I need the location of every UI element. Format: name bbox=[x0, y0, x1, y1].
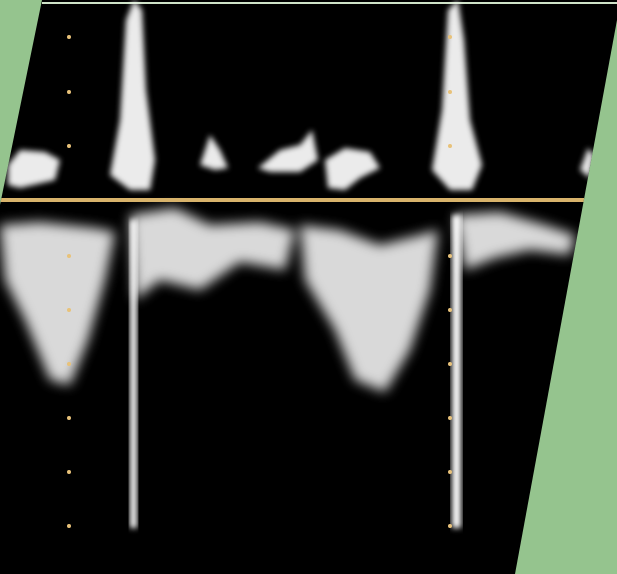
vertical-spike bbox=[130, 220, 137, 528]
vertical-spike bbox=[452, 215, 461, 528]
doppler-image bbox=[0, 0, 617, 574]
